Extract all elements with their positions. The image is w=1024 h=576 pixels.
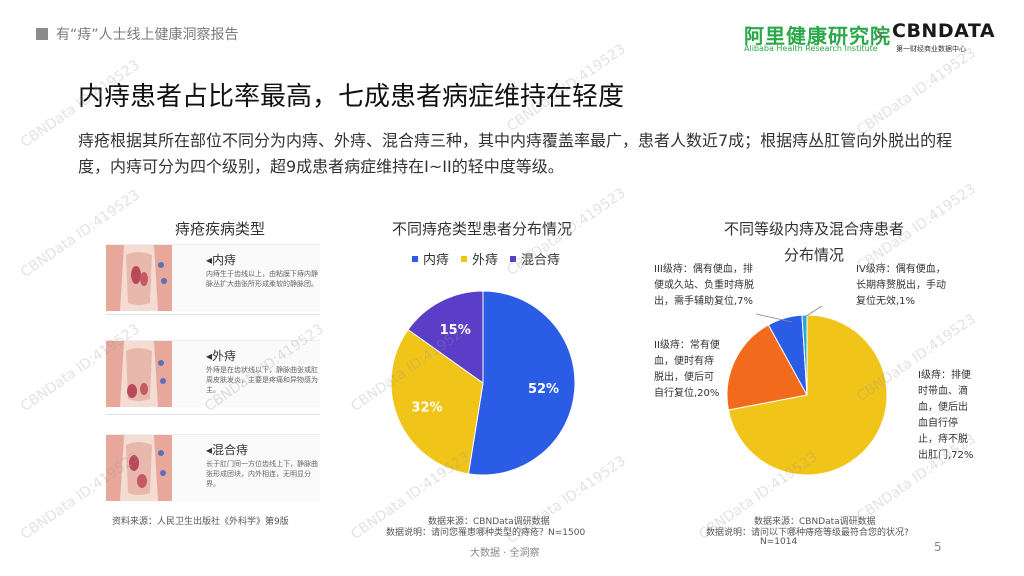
legend-swatch <box>461 255 468 262</box>
chart2-note-line2: N=1014 <box>760 537 798 547</box>
label-line: 时带血、滴 <box>918 386 968 397</box>
disease-card-external: ◂外痔 外痔是在齿状线以下，静脉曲张或肛周皮肤发炎，主要是疼痛和异物感为主。 <box>106 340 320 407</box>
label-line: 便或久站、负重时痔脱 <box>654 280 754 291</box>
pie-data-label: 52% <box>528 382 559 397</box>
disease-description: 外痔是在齿状线以下，静脉曲张或肛周皮肤发炎，主要是疼痛和异物感为主。 <box>206 366 318 394</box>
label-line: 出，需手辅助复位,7% <box>654 296 754 307</box>
label-line: III级痔：偶有便血，排 <box>654 264 753 275</box>
chart2-title-line1: 不同等级内痔及混合痔患者 <box>723 220 904 238</box>
label-line: 出肛门,72% <box>918 450 974 461</box>
disease-name: ◂内痔 <box>206 253 237 267</box>
legend-item: 混合痔 <box>510 249 560 268</box>
alihealth-logo: 阿里健康研究院 <box>744 24 891 48</box>
label-line: IV级痔：偶有便血， <box>856 264 946 275</box>
header-square-icon <box>36 28 48 40</box>
chart2-pie <box>726 314 888 476</box>
divider <box>106 314 320 315</box>
disease-description: 内痔生于齿线以上，由粘膜下痔内静脉丛扩大曲张所形成柔软的静脉团。 <box>206 270 318 288</box>
anatomy-illustration-icon <box>106 245 172 311</box>
leader-line <box>755 313 793 323</box>
pie-slice <box>390 328 484 475</box>
anatomy-illustration-icon <box>106 435 172 501</box>
chart2-source: 数据来源：CBNData调研数据 <box>754 517 876 527</box>
chart1-legend: 内痔 外痔 混合痔 <box>412 249 560 268</box>
leader-line <box>805 305 823 317</box>
pie-data-label: 32% <box>411 400 442 415</box>
label-line: 长期痔赘脱出，手动 <box>856 280 946 291</box>
alihealth-logo-subtitle: Alibaba Health Research Institute <box>744 44 878 53</box>
footer-text: 大数据 · 全洞察 <box>470 548 540 559</box>
chart1-pie: 52% 32% 15% <box>390 290 576 476</box>
disease-card-mixed: ◂混合痔 长于肛门同一方位齿线上下，静脉曲张形成团块，内外相连，无明显分界。 <box>106 434 320 501</box>
pie-slice <box>727 314 888 476</box>
disease-description: 长于肛门同一方位齿线上下，静脉曲张形成团块，内外相连，无明显分界。 <box>206 460 318 488</box>
chart2-label-grade2: II级痔：常有便 血，便时有痔 脱出，便后可 自行复位,20% <box>654 338 736 402</box>
divider <box>106 414 320 415</box>
logo-separator: × <box>875 28 886 43</box>
label-line: 血，便时有痔 <box>654 356 714 367</box>
pie-slice <box>467 290 576 476</box>
label-line: 血自行停 <box>918 418 958 429</box>
chart1-note: 数据说明：请问您罹患哪种类型的痔疮？N=1500 <box>386 528 586 538</box>
page-description: 痔疮根据其所在部位不同分为内痔、外痔、混合痔三种，其中内痔覆盖率最广，患者人数近… <box>78 131 953 176</box>
chart1-source: 数据来源：CBNData调研数据 <box>428 517 550 527</box>
pie-slice <box>726 324 808 411</box>
cbndata-logo: CBNDATA <box>892 20 996 42</box>
legend-label: 混合痔 <box>521 253 561 268</box>
legend-label: 内痔 <box>423 253 450 268</box>
legend-swatch <box>412 255 418 262</box>
legend-item: 内痔 <box>412 249 449 268</box>
label-line: 止，痔不脱 <box>918 434 968 445</box>
chart2-label-grade4: IV级痔：偶有便血， 长期痔赘脱出，手动 复位无效,1% <box>856 262 966 310</box>
label-line: 血，便后出 <box>918 402 968 413</box>
left-source: 资料来源：人民卫生出版社《外科学》第9版 <box>112 517 289 527</box>
pie-data-label: 15% <box>440 323 471 338</box>
disease-name: ◂外痔 <box>206 349 237 363</box>
legend-label: 外痔 <box>472 253 499 268</box>
chart2-label-grade3: III级痔：偶有便血，排 便或久站、负重时痔脱 出，需手辅助复位,7% <box>654 262 786 310</box>
pie-slice <box>407 290 484 384</box>
legend-item: 外痔 <box>461 249 498 268</box>
disease-name: ◂混合痔 <box>206 443 249 457</box>
chart2-title-line2: 分布情况 <box>783 246 844 264</box>
label-line: I级痔：排便 <box>918 370 971 381</box>
disease-types-title: 痔疮疾病类型 <box>174 220 265 238</box>
page-number: 5 <box>934 540 942 554</box>
cbndata-logo-subtitle: 第一财经商业数据中心 <box>896 45 966 53</box>
anatomy-illustration-icon <box>106 341 172 407</box>
report-title: 有“痔”人士线上健康洞察报告 <box>56 27 239 43</box>
label-line: 自行复位,20% <box>654 388 720 399</box>
label-line: 脱出，便后可 <box>654 372 714 383</box>
chart2-label-grade1: I级痔：排便 时带血、滴 血，便后出 血自行停 止，痔不脱 出肛门,72% <box>918 368 990 464</box>
chart1-title: 不同痔疮类型患者分布情况 <box>391 220 572 238</box>
disease-card-internal: ◂内痔 内痔生于齿线以上，由粘膜下痔内静脉丛扩大曲张所形成柔软的静脉团。 <box>106 244 320 311</box>
label-line: II级痔：常有便 <box>654 340 720 351</box>
page-title: 内痔患者占比率最高，七成患者病症维持在轻度 <box>78 82 625 112</box>
label-line: 复位无效,1% <box>856 296 916 307</box>
legend-swatch <box>510 255 517 262</box>
chart2-note-line1: 数据说明：请问以下哪种痔疮等级最符合您的状况? <box>706 528 909 538</box>
